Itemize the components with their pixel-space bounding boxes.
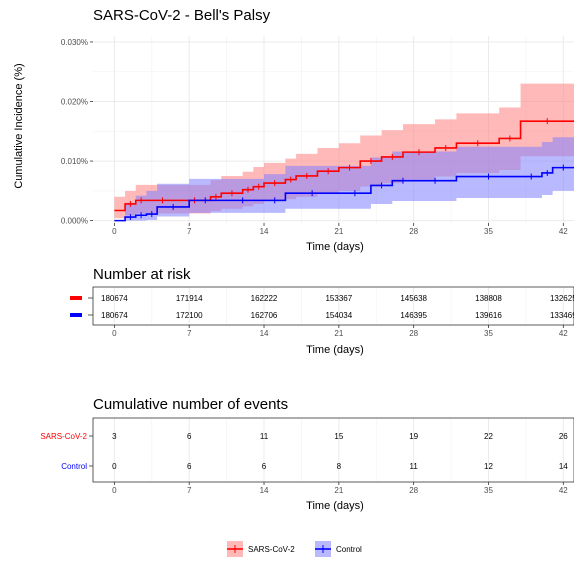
x-tick-label: 0 [112, 227, 117, 236]
x-axis-ticks: 0 7 14 21 28 35 42 [112, 223, 568, 236]
x-tick-label: 7 [187, 486, 192, 495]
y-tick-label: 0.020% [61, 98, 88, 107]
table-cell: 172100 [176, 311, 203, 320]
chart-title: SARS-CoV-2 - Bell's Palsy [93, 7, 271, 24]
x-tick-label: 14 [260, 227, 269, 236]
events-table-row-labels: SARS-CoV-2 Control [40, 432, 93, 471]
x-tick-label: 0 [112, 486, 117, 495]
y-axis-title: Cumulative Incidence (%) [13, 63, 25, 188]
table-cell: 12 [484, 462, 493, 471]
table-cell: 15 [334, 432, 343, 441]
table-cell: 14 [559, 462, 568, 471]
x-tick-label: 0 [112, 329, 117, 338]
risk-table-cells: 180674 171914 162222 153367 145638 138808 1326… [101, 294, 574, 320]
table-cell: 180674 [101, 311, 128, 320]
x-tick-label: 14 [260, 486, 269, 495]
table-cell: 6 [187, 432, 192, 441]
x-axis-title: Time (days) [306, 241, 364, 253]
risk-table-title: Number at risk [93, 266, 191, 283]
table-cell: 133469 [550, 311, 574, 320]
x-tick-label: 28 [409, 486, 418, 495]
risk-table-grid [92, 286, 574, 326]
table-panel-border [92, 417, 574, 483]
x-tick-label: 42 [559, 329, 568, 338]
table-cell: 8 [337, 462, 342, 471]
x-tick-label: 35 [484, 486, 493, 495]
events-table-x-ticks: 0 7 14 21 28 35 42 [112, 482, 568, 495]
cumulative-events-table: Cumulative number of events SARS-CoV-2 Co… [40, 396, 574, 512]
table-cell: 162222 [251, 294, 278, 303]
x-tick-label: 21 [334, 227, 343, 236]
events-table-cells: 3 6 11 15 19 22 26 0 6 6 8 11 12 14 [112, 432, 568, 471]
events-table-title: Cumulative number of events [93, 396, 288, 413]
x-tick-label: 21 [334, 329, 343, 338]
x-tick-label: 28 [409, 329, 418, 338]
legend-label: SARS-CoV-2 [248, 545, 295, 554]
x-tick-label: 35 [484, 329, 493, 338]
table-cell: 154034 [325, 311, 352, 320]
table-panel-border [92, 286, 574, 326]
events-table-x-axis-title: Time (days) [306, 500, 364, 512]
table-cell: 19 [409, 432, 418, 441]
table-cell: 180674 [101, 294, 128, 303]
table-cell: 139616 [475, 311, 502, 320]
x-tick-label: 7 [187, 227, 192, 236]
table-cell: 146395 [400, 311, 427, 320]
table-cell: 6 [187, 462, 192, 471]
table-cell: 132625 [550, 294, 574, 303]
risk-table-row-keys [70, 296, 93, 317]
x-tick-label: 42 [559, 486, 568, 495]
table-cell: 171914 [176, 294, 203, 303]
legend-label: Control [336, 545, 362, 554]
table-cell: 0 [112, 462, 117, 471]
table-cell: 153367 [325, 294, 352, 303]
table-cell: 22 [484, 432, 493, 441]
y-axis-ticks: 0.000% 0.010% 0.020% 0.030% [61, 38, 93, 226]
table-cell: 26 [559, 432, 568, 441]
x-tick-label: 35 [484, 227, 493, 236]
risk-table-x-axis-title: Time (days) [306, 344, 364, 356]
table-cell: 145638 [400, 294, 427, 303]
y-tick-label: 0.010% [61, 157, 88, 166]
x-tick-label: 14 [260, 329, 269, 338]
cumulative-incidence-chart: SARS-CoV-2 - Bell's Palsy 0.000%0.010%0.… [13, 7, 574, 253]
table-cell: 138808 [475, 294, 502, 303]
table-cell: 162706 [251, 311, 278, 320]
row-label: Control [61, 462, 87, 471]
x-tick-label: 28 [409, 227, 418, 236]
row-color-key [70, 313, 82, 317]
table-cell: 3 [112, 432, 117, 441]
events-table-grid [92, 417, 574, 483]
row-color-key [70, 296, 82, 300]
x-tick-label: 42 [559, 227, 568, 236]
y-tick-label: 0.000% [61, 217, 88, 226]
risk-table-x-ticks: 0 7 14 21 28 35 42 [112, 325, 568, 338]
x-tick-label: 7 [187, 329, 192, 338]
number-at-risk-table: Number at risk 180674 171914 162222 153367 1… [70, 266, 574, 356]
row-label: SARS-CoV-2 [40, 432, 87, 441]
table-cell: 6 [262, 462, 267, 471]
legend: SARS-CoV-2 Control [227, 541, 362, 557]
table-cell: 11 [410, 462, 419, 471]
series-lines [114, 118, 574, 222]
x-tick-label: 21 [334, 486, 343, 495]
table-cell: 11 [260, 432, 269, 441]
series-line [114, 166, 574, 222]
y-tick-label: 0.030% [61, 38, 88, 47]
